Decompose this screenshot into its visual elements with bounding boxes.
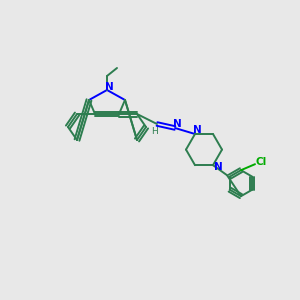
Text: H: H	[151, 127, 158, 136]
Text: Cl: Cl	[255, 157, 267, 167]
Text: N: N	[214, 162, 222, 172]
Text: N: N	[105, 82, 113, 92]
Text: N: N	[193, 125, 201, 135]
Text: N: N	[172, 119, 182, 129]
